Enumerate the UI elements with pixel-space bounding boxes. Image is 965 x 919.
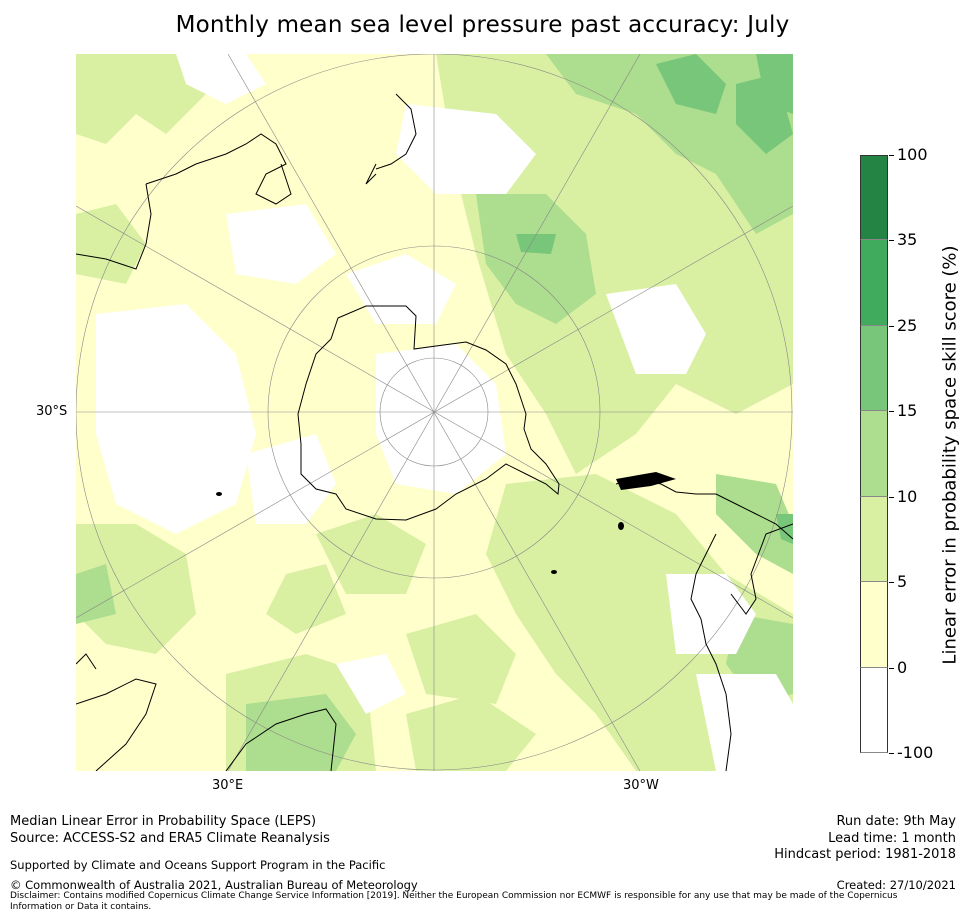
run-date: Run date: 9th May — [836, 814, 956, 829]
created-date: Created: 27/10/2021 — [836, 878, 956, 892]
colorbar-segment — [860, 155, 888, 241]
field-15-25 — [516, 54, 793, 544]
colorbar-tick-label: -100 — [889, 745, 933, 761]
south-america-east — [730, 523, 793, 615]
colorbar-tick-label: 35 — [889, 232, 917, 248]
lat-label-30s: 30°S — [36, 404, 68, 419]
colorbar-segment — [860, 496, 888, 583]
madagascar-coast — [76, 653, 97, 670]
map-title: Monthly mean sea level pressure past acc… — [175, 12, 790, 38]
australia-coast — [76, 133, 292, 270]
disclaimer-line-2: Information or Data it contains. — [10, 902, 152, 912]
footer-disclaimer: Disclaimer: Contains modified Copernicus… — [10, 891, 940, 913]
new-zealand-coast — [365, 93, 417, 185]
hindcast-period: Hindcast period: 1981-2018 — [774, 847, 956, 862]
footer-leps: Median Linear Error in Probability Space… — [10, 814, 317, 829]
lon-label-30e: 30°E — [212, 778, 244, 793]
colorbar-tick-label: 5 — [889, 574, 907, 590]
footer-supported: Supported by Climate and Oceans Support … — [10, 858, 386, 872]
colorbar-tick-label: 15 — [889, 403, 917, 419]
colorbar-tick-label: 0 — [889, 659, 907, 676]
colorbar-tick-label: 10 — [889, 488, 917, 505]
colorbar-segment — [860, 582, 888, 668]
colorbar-tick-label: 100 — [889, 147, 928, 163]
colorbar — [860, 155, 889, 753]
colorbar-tick-label: 25 — [889, 317, 917, 334]
colorbar-segment — [860, 325, 888, 412]
map-panel — [76, 54, 793, 771]
skill-map — [76, 54, 793, 771]
disclaimer-line-1: Disclaimer: Contains modified Copernicus… — [10, 891, 898, 901]
colorbar-label: Linear error in probability space skill … — [939, 245, 961, 665]
lead-time: Lead time: 1 month — [828, 831, 956, 846]
graticule — [76, 54, 793, 771]
colorbar-segment — [860, 240, 888, 326]
antarctica-coast — [297, 305, 560, 521]
footer-copyright: © Commonwealth of Australia 2021, Austra… — [10, 878, 418, 892]
footer-source: Source: ACCESS-S2 and ERA5 Climate Reana… — [10, 831, 330, 846]
lon-label-30w: 30°W — [623, 778, 659, 793]
colorbar-segment — [860, 667, 888, 753]
islands — [216, 472, 676, 574]
africa-coast — [76, 678, 337, 771]
coastlines — [76, 93, 793, 771]
colorbar-segment — [860, 411, 888, 497]
